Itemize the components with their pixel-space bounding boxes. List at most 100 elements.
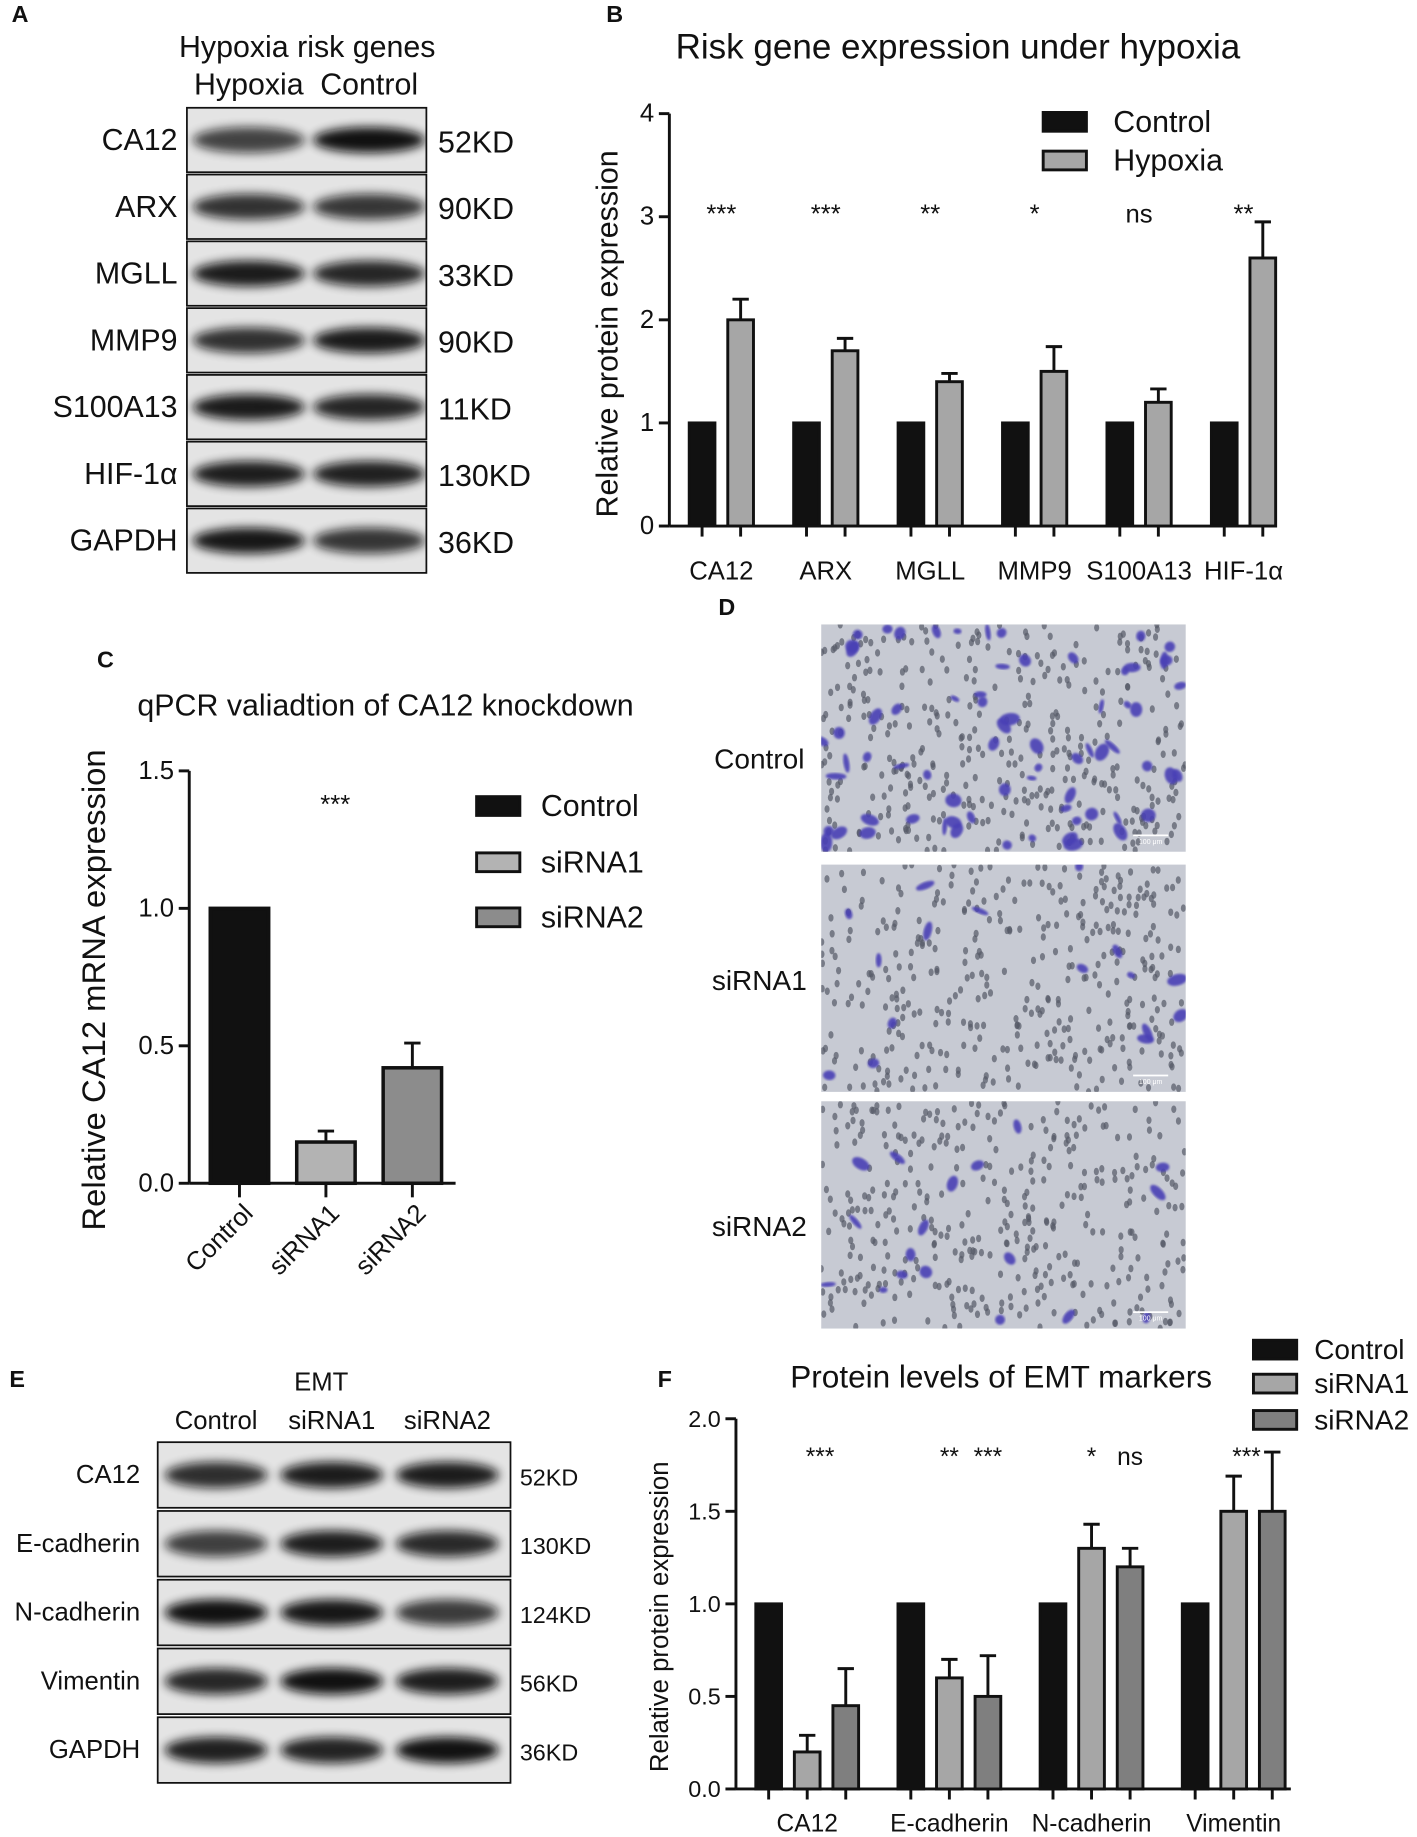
band	[164, 1736, 268, 1764]
pore	[880, 917, 886, 925]
pore	[1047, 1039, 1053, 1048]
pore	[1165, 1260, 1171, 1268]
pore	[1030, 677, 1036, 686]
pore	[1168, 1300, 1174, 1308]
pore	[1060, 662, 1066, 671]
pore	[962, 958, 968, 967]
pore	[970, 1123, 976, 1132]
cell	[971, 1160, 984, 1171]
pore	[1004, 926, 1010, 935]
pore	[1181, 1254, 1186, 1262]
pore	[1045, 994, 1051, 1003]
pore	[1033, 1061, 1039, 1070]
pore	[1052, 1026, 1058, 1034]
bar	[1039, 369, 1069, 528]
cell	[1071, 752, 1084, 765]
row-label: S100A13	[53, 390, 178, 424]
pore	[883, 923, 889, 931]
pore	[1048, 805, 1054, 813]
pore	[1013, 797, 1019, 805]
bar	[1038, 1602, 1068, 1791]
pore	[1159, 674, 1166, 683]
pore	[1143, 934, 1149, 943]
blot-row	[186, 173, 428, 240]
pore	[1078, 733, 1085, 742]
band	[396, 1530, 499, 1557]
cell	[1002, 840, 1012, 850]
pore	[851, 673, 858, 682]
pore	[919, 624, 925, 631]
pore	[842, 1285, 848, 1294]
pore	[1006, 760, 1012, 768]
pore	[1093, 677, 1099, 685]
pore	[1050, 764, 1056, 773]
pore	[997, 916, 1003, 925]
pore	[1135, 1254, 1141, 1262]
cell	[894, 626, 906, 640]
pore	[1150, 922, 1156, 931]
pore	[921, 1115, 927, 1123]
pore	[1043, 791, 1049, 799]
pore	[960, 1179, 966, 1188]
pore	[1144, 880, 1150, 888]
pore	[875, 1220, 881, 1229]
group-label: siRNA2	[712, 1211, 807, 1242]
cell	[953, 628, 962, 635]
pore	[1065, 733, 1071, 742]
bar	[687, 421, 717, 528]
cell	[893, 763, 910, 769]
legend-swatch	[1251, 1409, 1299, 1431]
y-tick-label: 1.0	[688, 1591, 720, 1617]
pore	[1112, 1168, 1118, 1177]
pore	[856, 980, 862, 988]
pore	[1041, 1156, 1047, 1165]
legend-swatch	[1251, 1338, 1299, 1361]
pore	[868, 733, 874, 742]
pore	[1173, 1182, 1179, 1190]
pore	[1154, 821, 1160, 830]
pore	[1120, 1166, 1126, 1175]
pore	[838, 1269, 844, 1277]
pore	[890, 1215, 897, 1223]
pore	[863, 668, 869, 676]
pore	[935, 926, 941, 935]
pore	[874, 1102, 880, 1110]
cell	[1003, 1252, 1016, 1265]
cell	[1127, 971, 1136, 979]
size-label: 130KD	[520, 1533, 591, 1559]
bar	[1248, 256, 1278, 528]
bar	[896, 1602, 926, 1791]
y-axis-label: Relative protein expression	[646, 1461, 674, 1772]
pore	[1082, 1047, 1088, 1056]
pore	[1065, 975, 1071, 984]
pore	[885, 730, 891, 738]
size-label: 124KD	[520, 1602, 591, 1628]
pore	[953, 718, 959, 727]
pore	[1110, 921, 1116, 929]
pore	[857, 1253, 864, 1262]
cell	[878, 1286, 888, 1293]
pore	[985, 816, 991, 825]
y-tick-label: 2	[640, 306, 654, 334]
pore	[1008, 1302, 1014, 1311]
pore	[962, 946, 969, 955]
pore	[898, 1133, 904, 1142]
legend-swatch	[1041, 149, 1088, 172]
significance: **	[920, 200, 940, 228]
pore	[1090, 1316, 1096, 1324]
cell	[867, 1058, 880, 1069]
pore	[1095, 1024, 1102, 1032]
pore	[1115, 872, 1121, 880]
pore	[826, 816, 833, 825]
significance: **	[940, 1444, 960, 1471]
blot-frame	[156, 1441, 512, 1509]
pore	[1139, 1047, 1145, 1055]
pore	[998, 1226, 1004, 1235]
cell	[1130, 702, 1143, 717]
blot-frame	[186, 106, 428, 174]
pore	[965, 755, 972, 763]
pore	[955, 1122, 961, 1131]
cell	[1067, 652, 1079, 664]
pore	[966, 655, 973, 664]
pore	[875, 927, 881, 936]
